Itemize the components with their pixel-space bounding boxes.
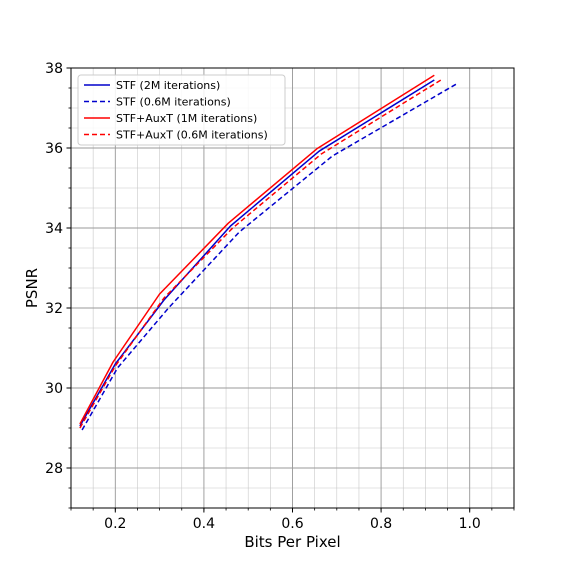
legend-box <box>77 74 286 146</box>
y-tick-label: 38 <box>45 61 63 77</box>
series-line-2 <box>79 74 435 425</box>
series-line-1 <box>81 83 457 431</box>
series-line-3 <box>79 79 442 429</box>
y-axis-label: PSNR <box>23 268 41 308</box>
x-tick-label: 1.0 <box>459 516 481 532</box>
x-axis-label: Bits Per Pixel <box>244 533 340 551</box>
legend-label: STF+AuxT (1M iterations) <box>116 112 257 125</box>
y-tick-label: 30 <box>45 381 63 397</box>
legend-label: STF (0.6M iterations) <box>116 96 231 109</box>
x-tick-label: 0.8 <box>370 516 392 532</box>
x-tick-label: 0.4 <box>193 516 215 532</box>
y-tick-label: 34 <box>45 221 63 237</box>
legend: STF (2M iterations) STF (0.6M iterations)… <box>77 74 286 146</box>
series-line-0 <box>79 79 435 427</box>
legend-label: STF (2M iterations) <box>116 79 220 92</box>
legend-label: STF+AuxT (0.6M iterations) <box>116 129 268 142</box>
y-tick-label: 28 <box>45 461 63 477</box>
series-layer <box>79 74 457 431</box>
y-tick-label: 36 <box>45 141 63 157</box>
x-tick-label: 0.6 <box>281 516 303 532</box>
x-tick-label: 0.2 <box>104 516 126 532</box>
ticks-layer: 0.2 0.4 0.6 0.8 1.0 28 30 32 34 36 38 <box>45 61 515 532</box>
y-tick-label: 32 <box>45 301 63 317</box>
